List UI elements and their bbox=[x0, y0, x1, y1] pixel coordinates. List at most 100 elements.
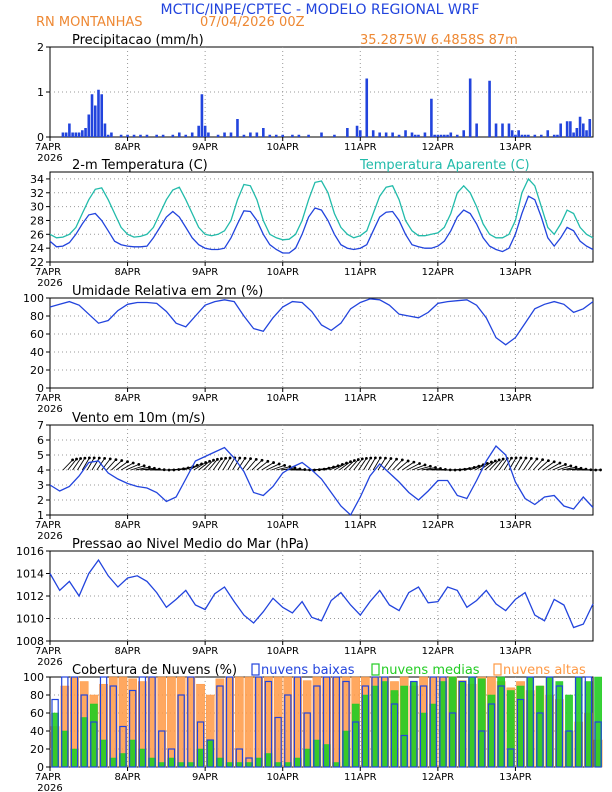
y-tick-label: 40 bbox=[30, 346, 44, 359]
x-tick-label: 13APR bbox=[499, 772, 532, 783]
y-tick-label: 0 bbox=[37, 131, 44, 144]
wind-arrow-head bbox=[92, 456, 96, 460]
x-tick-label: 11APR bbox=[344, 520, 377, 531]
y-tick-label: 28 bbox=[30, 214, 44, 227]
precip-bar bbox=[223, 132, 226, 137]
precip-bar bbox=[378, 132, 381, 137]
y-tick-label: 100 bbox=[23, 292, 44, 305]
wind-arrow bbox=[397, 460, 409, 471]
panel-frame-4 bbox=[49, 550, 594, 642]
cloud-bar-2 bbox=[293, 676, 302, 768]
wind-arrow-head bbox=[224, 456, 228, 460]
y-tick-label: 80 bbox=[30, 689, 44, 702]
cloud-bar-2 bbox=[90, 721, 98, 768]
cloud-bar-2 bbox=[148, 676, 156, 768]
wind-arrow bbox=[222, 457, 231, 471]
wind-arrow bbox=[557, 465, 571, 471]
y-tick-label: 2 bbox=[37, 41, 44, 54]
precip-bar bbox=[371, 130, 375, 137]
y-tick-label: 20 bbox=[30, 364, 44, 377]
y-tick-label: 7 bbox=[37, 419, 44, 432]
precip-bar bbox=[103, 123, 107, 137]
wind-arrow bbox=[402, 461, 415, 471]
wind-arrow bbox=[426, 468, 441, 471]
cloud-bar-2 bbox=[439, 676, 447, 768]
wind-arrow bbox=[111, 460, 123, 471]
wind-arrow-head bbox=[535, 457, 539, 461]
precip-bar bbox=[197, 125, 200, 137]
x-tick-label: 13APR bbox=[499, 267, 532, 278]
y-tick-label: 1016 bbox=[16, 545, 44, 558]
wind-arrow bbox=[62, 459, 73, 471]
x-year-label: 2026 bbox=[37, 278, 62, 289]
x-tick-label: 11APR bbox=[344, 142, 377, 153]
x-tick-label: 7APR bbox=[35, 267, 61, 278]
y-tick-label: 5 bbox=[37, 449, 44, 462]
x-tick-label: 8APR bbox=[114, 142, 140, 153]
cloud-bar-2 bbox=[526, 676, 534, 768]
x-tick-label: 12APR bbox=[422, 267, 455, 278]
precip-bar bbox=[64, 132, 68, 137]
wind-arrow-head bbox=[406, 459, 410, 463]
y-tick-label: 1 bbox=[37, 509, 44, 522]
precip-bar bbox=[93, 105, 97, 137]
wind-arrow-head bbox=[384, 456, 387, 460]
wind-arrow bbox=[518, 457, 527, 471]
x-tick-label: 12APR bbox=[422, 646, 455, 657]
precip-bar bbox=[430, 98, 433, 137]
wind-arrow-head bbox=[524, 456, 528, 460]
x-tick-label: 13APR bbox=[499, 646, 532, 657]
precip-bar bbox=[255, 132, 259, 137]
legend-swatch bbox=[251, 663, 260, 676]
wind-arrow bbox=[562, 466, 577, 471]
wind-arrow bbox=[406, 463, 420, 471]
x-tick-label: 8APR bbox=[114, 772, 140, 783]
y-tick-label: 1014 bbox=[16, 568, 44, 581]
precip-bar bbox=[559, 123, 562, 137]
x-tick-label: 9APR bbox=[192, 646, 218, 657]
wind-arrow-head bbox=[87, 456, 91, 460]
wind-arrow-head bbox=[103, 456, 107, 460]
cloud-bar-2 bbox=[458, 680, 467, 768]
cloud-bar-2 bbox=[196, 721, 205, 768]
wind-arrow bbox=[494, 458, 504, 471]
wind-arrow-head bbox=[266, 459, 270, 463]
wind-arrow bbox=[256, 460, 269, 471]
precip-bar bbox=[572, 132, 575, 137]
precip-bar bbox=[236, 119, 239, 137]
precip-bar bbox=[358, 130, 362, 137]
cloud-bar-2 bbox=[99, 676, 108, 768]
precip-bar bbox=[397, 134, 401, 137]
wind-arrow-head bbox=[131, 461, 135, 465]
precip-bar bbox=[446, 134, 449, 137]
x-year-label: 2026 bbox=[37, 657, 62, 668]
x-tick-label: 12APR bbox=[422, 772, 455, 783]
wind-arrow bbox=[567, 467, 582, 471]
wind-arrow bbox=[125, 463, 139, 471]
wind-arrow bbox=[421, 467, 436, 471]
precip-bar bbox=[523, 134, 527, 137]
precip-bar bbox=[585, 130, 588, 137]
wind-arrow bbox=[542, 461, 555, 471]
precip-bar bbox=[126, 134, 129, 137]
y-tick-label: 20 bbox=[30, 743, 44, 756]
cloud-bar-2 bbox=[235, 748, 244, 768]
x-tick-label: 7APR bbox=[35, 646, 61, 657]
x-year-label: 2026 bbox=[37, 783, 62, 792]
wind-arrow-head bbox=[369, 456, 373, 460]
y-tick-label: 60 bbox=[30, 328, 44, 341]
y-tick-label: 1012 bbox=[16, 590, 44, 603]
cloud-bar-2 bbox=[61, 676, 69, 768]
wind-arrow bbox=[251, 459, 263, 471]
panel-title-3: Vento em 10m (m/s) bbox=[72, 411, 205, 426]
wind-arrow-head bbox=[490, 460, 493, 464]
precip-bar bbox=[588, 119, 592, 137]
wind-arrow-head bbox=[529, 456, 533, 460]
cloud-bar-2 bbox=[371, 676, 379, 768]
cloud-bar-2 bbox=[361, 685, 370, 768]
wind-arrow-head bbox=[428, 464, 432, 468]
wind-arrow-head bbox=[564, 463, 567, 466]
panel-frame-1 bbox=[49, 171, 594, 263]
precip-bar bbox=[145, 134, 149, 137]
x-tick-label: 8APR bbox=[114, 393, 140, 404]
